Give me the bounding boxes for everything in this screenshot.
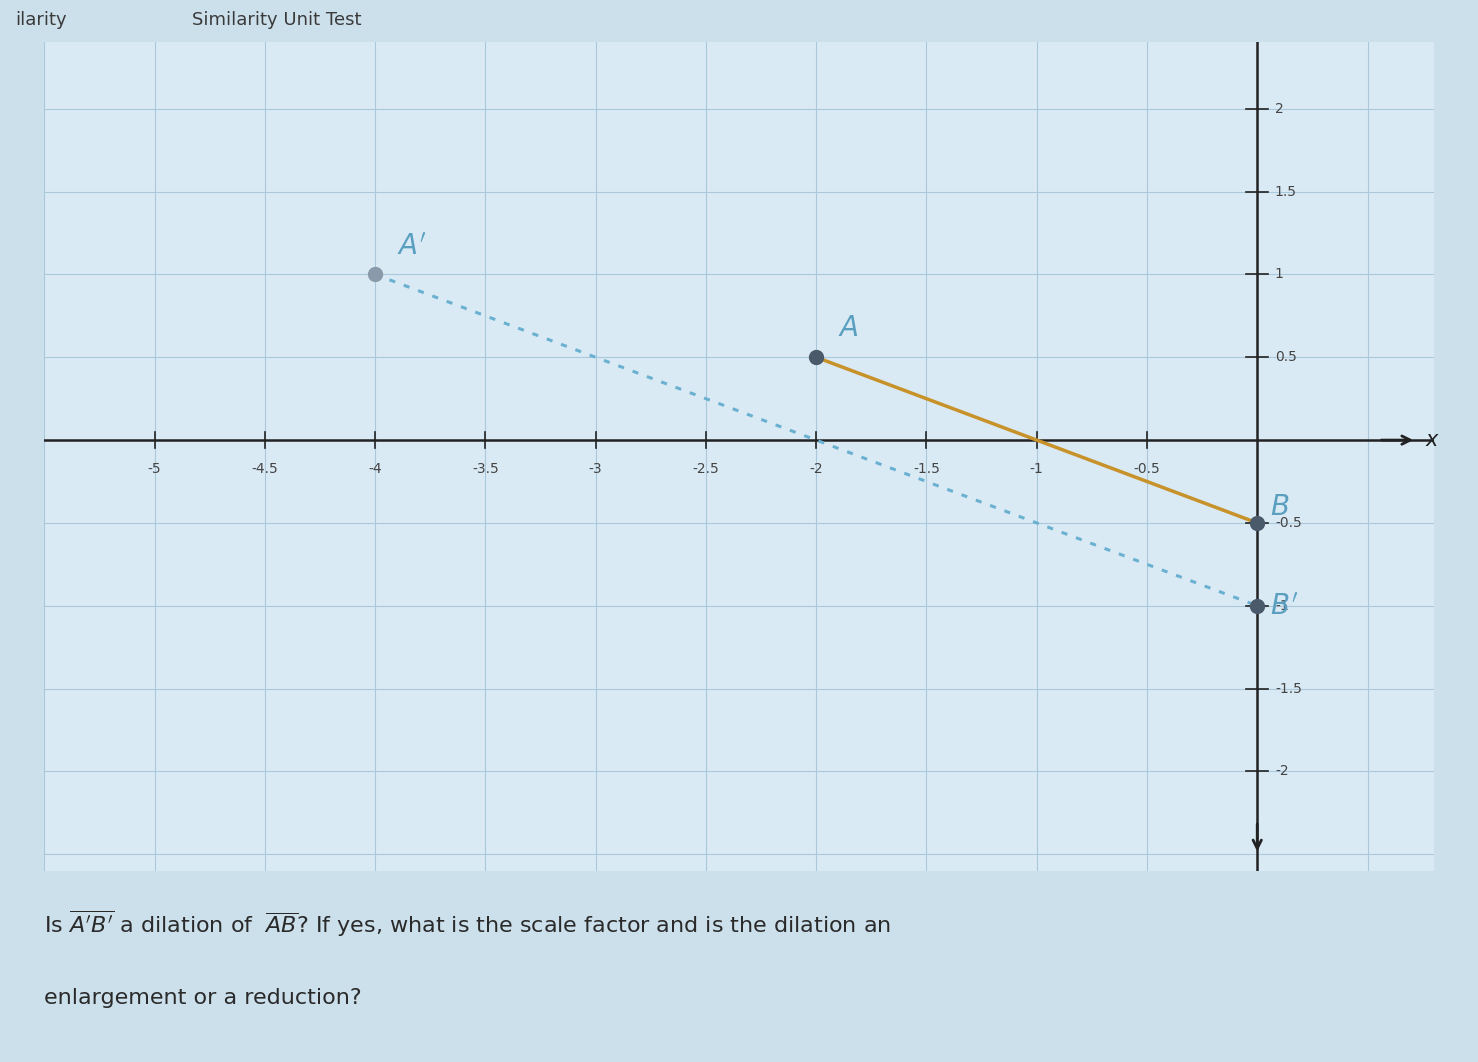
Text: $B'$: $B'$ (1271, 592, 1299, 620)
Text: $x$: $x$ (1425, 430, 1440, 450)
Text: -1.5: -1.5 (913, 462, 940, 476)
Text: Is $\overline{A'B'}$ a dilation of  $\overline{AB}$? If yes, what is the scale f: Is $\overline{A'B'}$ a dilation of $\ove… (44, 908, 891, 939)
Text: enlargement or a reduction?: enlargement or a reduction? (44, 988, 362, 1008)
Text: -5: -5 (148, 462, 161, 476)
Text: -2: -2 (810, 462, 823, 476)
Text: -1: -1 (1276, 599, 1289, 613)
Text: $B$: $B$ (1271, 493, 1290, 520)
Text: -2.5: -2.5 (693, 462, 720, 476)
Text: $A$: $A$ (838, 313, 859, 342)
Text: -1.5: -1.5 (1276, 682, 1302, 696)
Text: 2: 2 (1276, 102, 1283, 116)
Text: -0.5: -0.5 (1276, 516, 1302, 530)
Text: Similarity Unit Test: Similarity Unit Test (192, 11, 362, 29)
Text: -4: -4 (368, 462, 381, 476)
Text: 1: 1 (1276, 268, 1284, 281)
Text: -4.5: -4.5 (251, 462, 278, 476)
Text: 1.5: 1.5 (1276, 185, 1296, 199)
Text: -3: -3 (588, 462, 603, 476)
Text: -3.5: -3.5 (471, 462, 498, 476)
Text: -0.5: -0.5 (1134, 462, 1160, 476)
Text: -1: -1 (1030, 462, 1043, 476)
Text: 0.5: 0.5 (1276, 350, 1296, 364)
Text: ilarity: ilarity (15, 11, 67, 29)
Text: -2: -2 (1276, 765, 1289, 778)
Text: $A'$: $A'$ (398, 233, 427, 260)
